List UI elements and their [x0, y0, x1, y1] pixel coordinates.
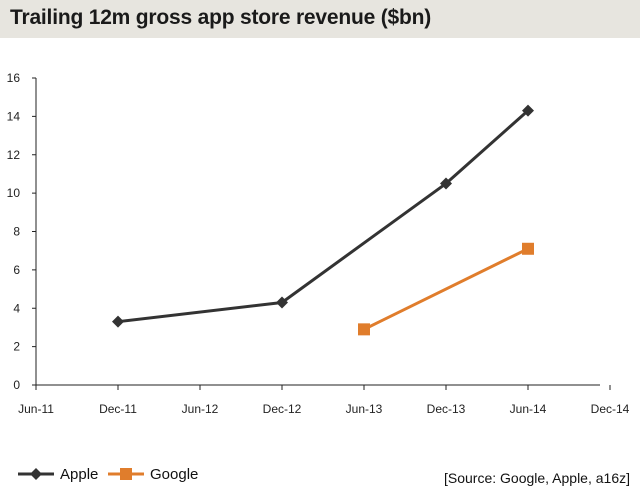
series-line-apple [117, 109, 529, 324]
x-tick-label: Dec-11 [99, 402, 137, 416]
chart-legend: Apple Google [18, 466, 198, 483]
source-note: [Source: Google, Apple, a16z] [443, 470, 630, 486]
y-tick-label: 6 [13, 263, 20, 277]
chart-series [112, 104, 534, 336]
legend-label: Google [150, 466, 198, 483]
data-point-google [358, 323, 370, 336]
x-tick-label: Jun-13 [346, 402, 383, 416]
y-tick-label: 4 [13, 301, 20, 315]
series-apple [112, 104, 534, 328]
chart-axes: 0 2 4 6 8 10 12 14 16 Jun-11 Dec-11 Jun-12 Dec-12 Jun… [7, 71, 630, 416]
x-tick-label: Jun-12 [182, 402, 219, 416]
series-line-google [363, 247, 529, 331]
chart-title-bar: Trailing 12m gross app store revenue ($b… [0, 0, 640, 38]
y-tick-label: 10 [7, 186, 21, 200]
legend-marker [30, 468, 42, 480]
x-tick-label: Dec-14 [591, 402, 630, 416]
y-tick-label: 14 [7, 109, 21, 123]
legend-item-google: Google [108, 466, 198, 483]
y-tick-label: 2 [13, 340, 20, 354]
legend-marker [120, 468, 132, 480]
y-tick-label: 0 [13, 378, 20, 392]
chart-title: Trailing 12m gross app store revenue ($b… [10, 6, 432, 29]
data-point-apple [276, 296, 288, 309]
legend-label: Apple [60, 466, 98, 483]
legend-item-apple: Apple [18, 466, 98, 483]
data-point-apple [112, 315, 124, 328]
x-tick-label: Jun-14 [510, 402, 547, 416]
x-tick-label: Dec-12 [263, 402, 302, 416]
data-point-apple [440, 177, 452, 190]
data-point-google [522, 242, 534, 255]
series-google [358, 242, 534, 336]
x-tick-label: Dec-13 [427, 402, 466, 416]
x-tick-label: Jun-11 [18, 402, 54, 416]
y-tick-label: 16 [7, 71, 21, 85]
y-tick-label: 12 [7, 148, 21, 162]
data-point-apple [522, 104, 534, 117]
y-tick-label: 8 [13, 225, 20, 239]
